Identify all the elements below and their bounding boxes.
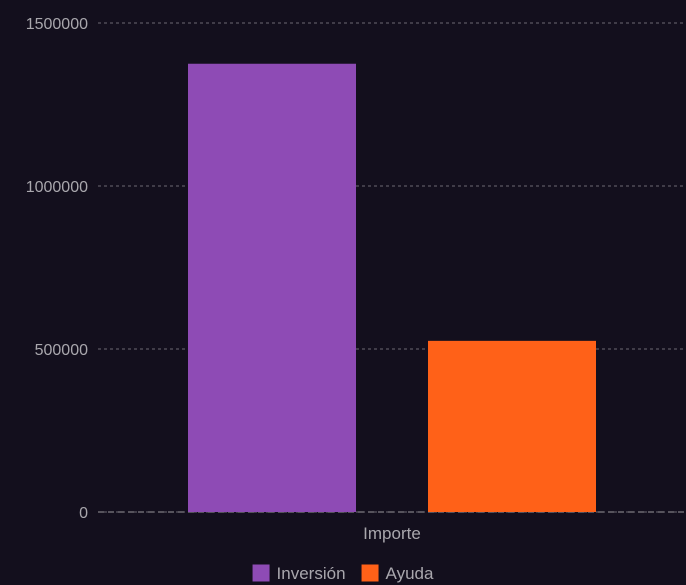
legend-label: Ayuda — [386, 564, 434, 583]
grid-layer — [98, 22, 686, 513]
legend-item-inversion[interactable]: Inversión — [252, 564, 346, 583]
bars — [188, 63, 596, 512]
y-tick-label: 1500000 — [26, 16, 88, 33]
legend-swatch — [252, 564, 270, 582]
x-tick-label: Importe — [363, 524, 421, 543]
x-axis: Importe — [363, 524, 421, 543]
y-tick-label: 1000000 — [26, 179, 88, 196]
bar-inversion[interactable] — [188, 63, 356, 512]
legend-item-ayuda[interactable]: Ayuda — [361, 564, 434, 583]
y-axis: 0 500000 1000000 1500000 — [26, 16, 88, 522]
legend-swatch — [361, 564, 379, 582]
bar-ayuda[interactable] — [428, 340, 596, 512]
legend-label: Inversión — [277, 564, 346, 583]
legend[interactable]: Inversión Ayuda — [252, 564, 434, 583]
y-tick-label: 500000 — [35, 342, 88, 359]
y-tick-label: 0 — [79, 505, 88, 522]
